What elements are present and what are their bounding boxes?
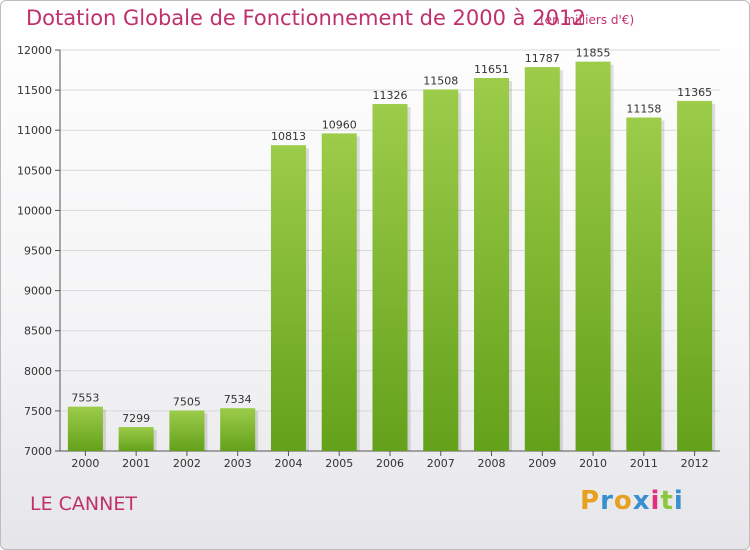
logo-letter: r bbox=[600, 486, 614, 516]
data-label: 11326 bbox=[373, 89, 408, 102]
y-tick-label: 8500 bbox=[24, 325, 52, 338]
data-label: 11508 bbox=[423, 74, 458, 87]
logo-letter: x bbox=[632, 486, 651, 516]
logo-letter: P bbox=[580, 486, 601, 516]
x-tick-label: 2005 bbox=[325, 457, 353, 470]
y-tick-label: 10500 bbox=[17, 164, 52, 177]
data-label: 11855 bbox=[576, 47, 611, 60]
data-label: 7534 bbox=[224, 393, 252, 406]
x-tick-label: 2009 bbox=[528, 457, 556, 470]
data-label: 10813 bbox=[271, 130, 306, 143]
logo-letter: i bbox=[650, 486, 661, 516]
data-label: 7505 bbox=[173, 395, 201, 408]
bar bbox=[677, 100, 713, 451]
bar bbox=[423, 89, 459, 451]
bar bbox=[270, 145, 306, 452]
logo-letter: t bbox=[660, 486, 674, 516]
bar bbox=[220, 408, 256, 451]
logo-letter: o bbox=[613, 486, 633, 516]
bar bbox=[626, 117, 662, 452]
y-tick-label: 9000 bbox=[24, 285, 52, 298]
x-tick-label: 2012 bbox=[681, 457, 709, 470]
chart-subtitle: (en milliers d'€) bbox=[540, 13, 635, 27]
y-tick-label: 8000 bbox=[24, 365, 52, 378]
bar bbox=[67, 406, 103, 451]
bar bbox=[169, 410, 205, 451]
y-tick-label: 11000 bbox=[17, 124, 52, 137]
data-label: 11158 bbox=[626, 103, 661, 116]
logo-letter: i bbox=[673, 486, 684, 516]
y-tick-label: 9500 bbox=[24, 245, 52, 258]
y-tick-label: 7000 bbox=[24, 445, 52, 458]
bar bbox=[372, 104, 408, 451]
x-tick-label: 2004 bbox=[274, 457, 302, 470]
labels: 7000 7500 8000 8500 9000 9500 10000 10500 11000 1… bbox=[17, 44, 712, 470]
bar bbox=[524, 67, 560, 451]
proxiti-logo[interactable]: Proxiti bbox=[580, 486, 684, 516]
x-tick-label: 2010 bbox=[579, 457, 607, 470]
y-tick-label: 10000 bbox=[17, 204, 52, 217]
data-label: 11651 bbox=[474, 63, 509, 76]
data-label: 11365 bbox=[677, 86, 712, 99]
x-tick-label: 2001 bbox=[122, 457, 150, 470]
x-tick-label: 2006 bbox=[376, 457, 404, 470]
bar bbox=[118, 427, 154, 451]
x-tick-label: 2011 bbox=[630, 457, 658, 470]
bar bbox=[321, 133, 357, 451]
data-label: 7299 bbox=[122, 412, 150, 425]
data-label: 11787 bbox=[525, 52, 560, 65]
data-label: 7553 bbox=[71, 392, 99, 405]
x-tick-label: 2000 bbox=[71, 457, 99, 470]
x-tick-label: 2008 bbox=[478, 457, 506, 470]
bar bbox=[575, 61, 611, 452]
chart-title: Dotation Globale de Fonctionnement de 20… bbox=[26, 6, 586, 30]
x-tick-label: 2003 bbox=[224, 457, 252, 470]
y-tick-label: 11500 bbox=[17, 84, 52, 97]
x-tick-label: 2007 bbox=[427, 457, 455, 470]
commune-name: LE CANNET bbox=[30, 493, 137, 515]
x-tick-label: 2002 bbox=[173, 457, 201, 470]
bar bbox=[474, 77, 510, 451]
bars bbox=[67, 61, 716, 452]
data-label: 10960 bbox=[322, 118, 357, 131]
y-tick-label: 12000 bbox=[17, 44, 52, 57]
y-tick-label: 7500 bbox=[24, 405, 52, 418]
